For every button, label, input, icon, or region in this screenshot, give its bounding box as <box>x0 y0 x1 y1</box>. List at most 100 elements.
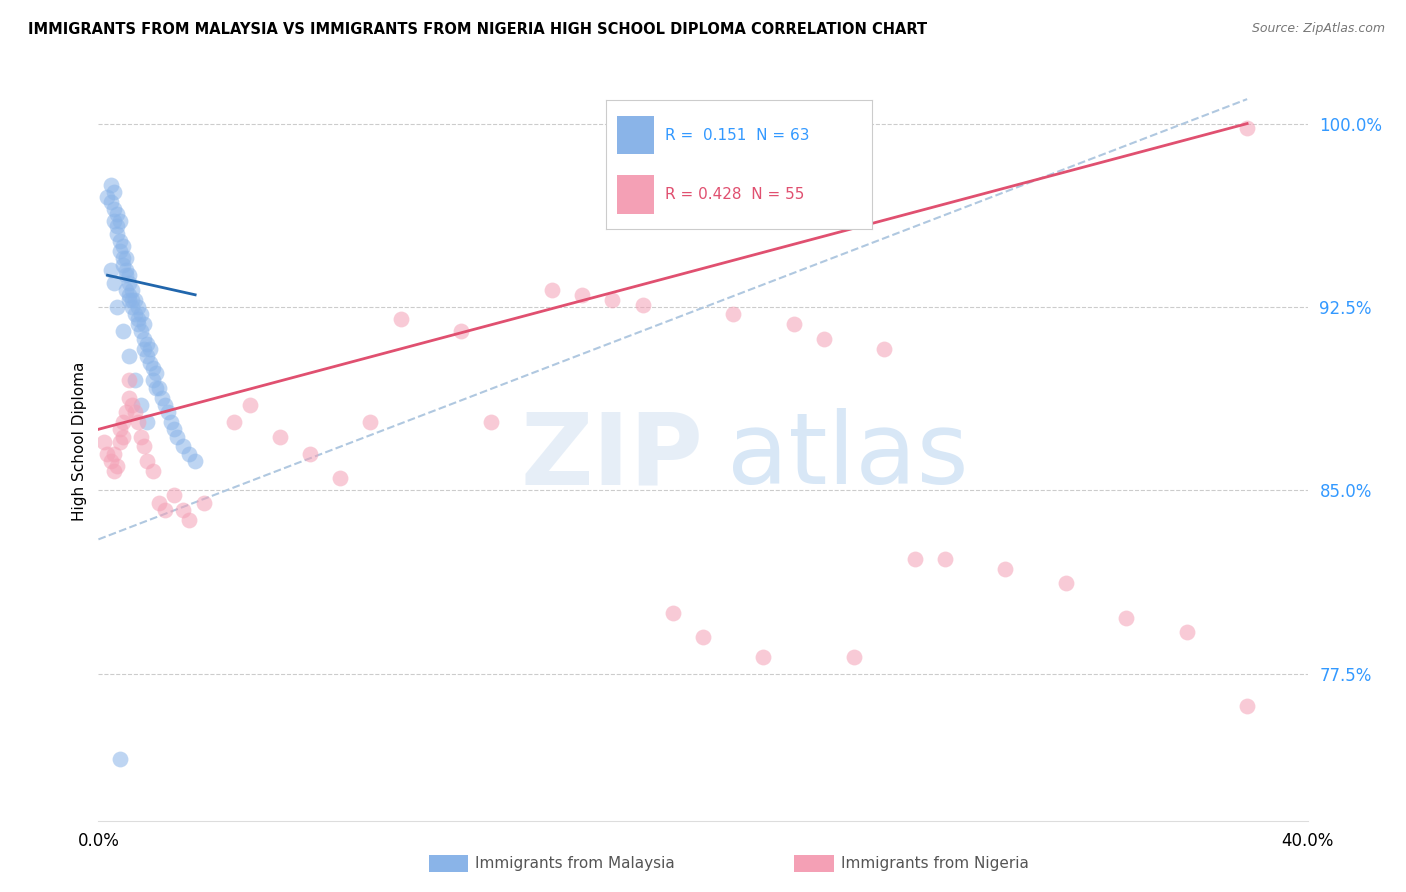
Text: Immigrants from Malaysia: Immigrants from Malaysia <box>475 856 675 871</box>
Point <box>108 434 131 449</box>
Point <box>389 312 412 326</box>
Point <box>93 434 115 449</box>
Point <box>108 244 131 258</box>
Point <box>269 430 291 444</box>
Point <box>132 439 155 453</box>
Point <box>105 219 128 234</box>
Point <box>103 464 125 478</box>
Point <box>118 349 141 363</box>
Point <box>135 336 157 351</box>
Point <box>1236 698 1258 713</box>
Point <box>111 325 134 339</box>
Point <box>108 422 131 436</box>
Point <box>692 630 714 644</box>
Point <box>111 430 134 444</box>
Point <box>602 293 624 307</box>
Point <box>100 194 122 209</box>
Point <box>96 447 118 461</box>
Point <box>135 454 157 468</box>
Point <box>329 471 352 485</box>
Point <box>114 251 136 265</box>
Point <box>934 552 956 566</box>
Point <box>142 464 165 478</box>
Point <box>100 263 122 277</box>
Point <box>129 398 152 412</box>
Point <box>172 439 194 453</box>
Point <box>108 214 131 228</box>
Point <box>124 373 146 387</box>
Point <box>1175 625 1198 640</box>
Point <box>156 405 179 419</box>
Point <box>105 458 128 473</box>
Point <box>127 415 149 429</box>
Point <box>132 342 155 356</box>
Point <box>661 606 683 620</box>
Point <box>105 207 128 221</box>
Point <box>108 234 131 248</box>
Point <box>103 447 125 461</box>
Point <box>163 422 186 436</box>
Point <box>135 349 157 363</box>
Text: IMMIGRANTS FROM MALAYSIA VS IMMIGRANTS FROM NIGERIA HIGH SCHOOL DIPLOMA CORRELAT: IMMIGRANTS FROM MALAYSIA VS IMMIGRANTS F… <box>28 22 927 37</box>
Point <box>540 283 562 297</box>
Point <box>450 325 472 339</box>
Point <box>100 454 122 468</box>
Point <box>127 312 149 326</box>
Point <box>96 190 118 204</box>
Point <box>127 317 149 331</box>
Point <box>571 287 593 301</box>
Point <box>193 496 215 510</box>
Point <box>360 415 382 429</box>
Point <box>121 300 143 314</box>
Point <box>118 391 141 405</box>
Point <box>129 307 152 321</box>
Point <box>813 332 835 346</box>
Point <box>105 227 128 241</box>
Point <box>148 381 170 395</box>
Point <box>723 307 745 321</box>
Text: ZIP: ZIP <box>520 409 703 505</box>
Point <box>160 415 183 429</box>
Point <box>179 513 201 527</box>
Point <box>114 283 136 297</box>
Point <box>150 391 173 405</box>
Point <box>124 293 146 307</box>
Point <box>142 373 165 387</box>
Point <box>166 430 188 444</box>
Point <box>114 405 136 419</box>
Point <box>118 293 141 307</box>
Point <box>299 447 322 461</box>
Point <box>124 405 146 419</box>
Point <box>103 214 125 228</box>
Point <box>148 496 170 510</box>
Point <box>844 649 866 664</box>
Point <box>224 415 246 429</box>
Point <box>132 317 155 331</box>
Point <box>179 447 201 461</box>
Point <box>135 415 157 429</box>
Point <box>111 239 134 253</box>
Text: atlas: atlas <box>727 409 969 505</box>
Point <box>163 488 186 502</box>
Point <box>153 398 176 412</box>
Point <box>142 361 165 376</box>
Point <box>783 317 806 331</box>
Point <box>118 287 141 301</box>
Point <box>114 268 136 283</box>
Point <box>752 649 775 664</box>
Point <box>1054 576 1077 591</box>
Point <box>631 297 654 311</box>
Point <box>129 430 152 444</box>
Point <box>103 276 125 290</box>
Point <box>100 178 122 192</box>
Point <box>111 259 134 273</box>
Point <box>145 366 167 380</box>
Text: Immigrants from Nigeria: Immigrants from Nigeria <box>841 856 1029 871</box>
Point <box>111 251 134 265</box>
Point <box>105 300 128 314</box>
Point <box>121 283 143 297</box>
Point <box>129 325 152 339</box>
Point <box>121 398 143 412</box>
Point <box>904 552 927 566</box>
Point <box>118 373 141 387</box>
